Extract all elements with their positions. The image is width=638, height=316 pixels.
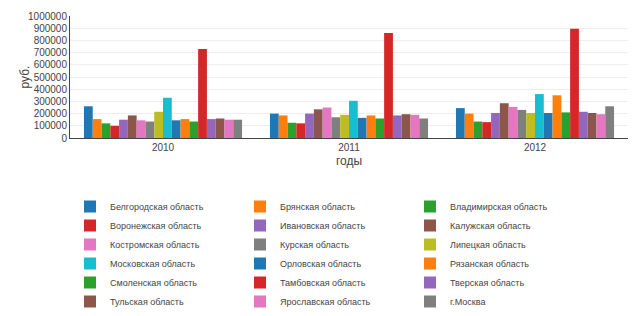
svg-text:2012: 2012	[524, 142, 547, 153]
svg-text:700000: 700000	[34, 47, 68, 58]
svg-text:400000: 400000	[34, 84, 68, 95]
svg-text:Костромская область: Костромская область	[110, 240, 200, 250]
svg-text:руб.: руб.	[18, 66, 32, 89]
svg-text:100000: 100000	[34, 120, 68, 131]
svg-text:200000: 200000	[34, 108, 68, 119]
svg-text:Тверская область: Тверская область	[450, 278, 524, 288]
svg-text:600000: 600000	[34, 59, 68, 70]
svg-text:Тамбовская область: Тамбовская область	[280, 278, 366, 288]
svg-text:Курская область: Курская область	[280, 240, 349, 250]
svg-text:900000: 900000	[34, 23, 68, 34]
svg-text:Владимирская область: Владимирская область	[450, 202, 547, 212]
svg-text:Орловская область: Орловская область	[280, 259, 361, 269]
svg-text:Воронежская область: Воронежская область	[110, 221, 202, 231]
svg-text:Тульская область: Тульская область	[110, 297, 184, 307]
svg-text:0: 0	[61, 133, 67, 144]
svg-text:1000000: 1000000	[28, 11, 67, 22]
svg-text:500000: 500000	[34, 72, 68, 83]
svg-text:Ивановская область: Ивановская область	[280, 221, 365, 231]
svg-text:Калужская область: Калужская область	[450, 221, 531, 231]
svg-text:2011: 2011	[338, 142, 360, 153]
svg-text:300000: 300000	[34, 96, 68, 107]
svg-text:Липецкая область: Липецкая область	[450, 240, 526, 250]
svg-text:800000: 800000	[34, 35, 68, 46]
svg-text:Ярославская область: Ярославская область	[280, 297, 371, 307]
svg-text:Московская область: Московская область	[110, 259, 195, 269]
svg-text:Рязанская область: Рязанская область	[450, 259, 529, 269]
svg-text:г.Москва: г.Москва	[450, 297, 485, 307]
svg-text:годы: годы	[336, 154, 362, 168]
svg-text:Брянская область: Брянская область	[280, 202, 355, 212]
svg-text:2010: 2010	[152, 142, 175, 153]
svg-text:Смоленская область: Смоленская область	[110, 278, 197, 288]
svg-text:Белгородская область: Белгородская область	[110, 202, 204, 212]
